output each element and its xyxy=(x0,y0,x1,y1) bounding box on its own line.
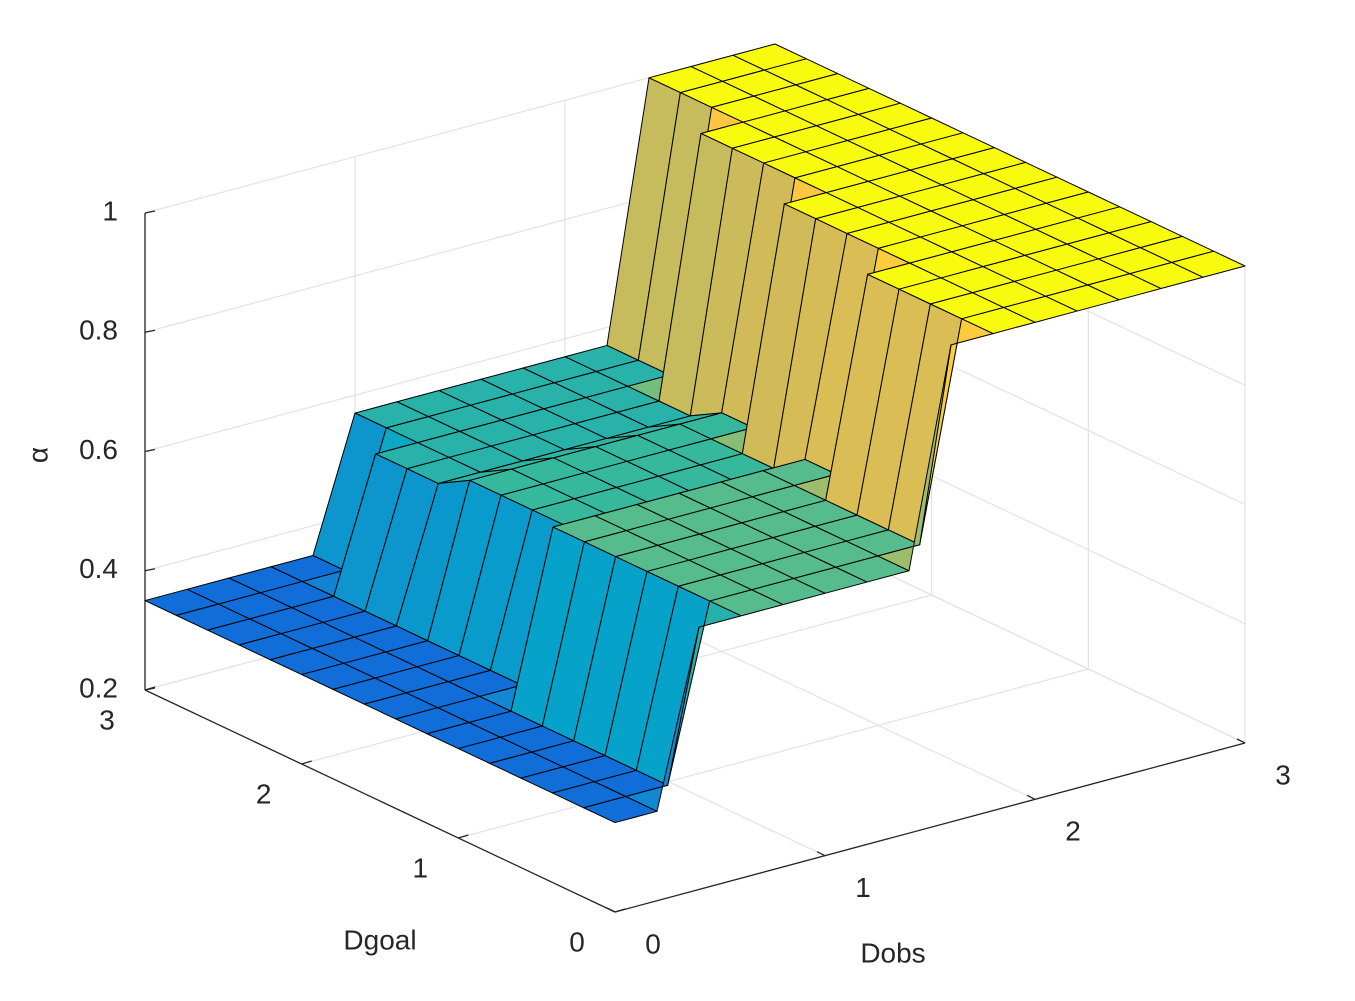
z-tick-label: 0.2 xyxy=(79,672,118,703)
grid-line xyxy=(458,668,1089,839)
y-tick-label: 2 xyxy=(256,778,272,809)
surface-face xyxy=(583,795,658,824)
x-tick-label: 0 xyxy=(645,928,661,959)
z-tick-label: 1 xyxy=(102,195,118,226)
tick-mark xyxy=(144,329,156,333)
tick-mark xyxy=(144,687,156,691)
y-tick-label: 3 xyxy=(99,704,115,735)
z-tick-label: 0.6 xyxy=(79,434,118,465)
axis-line xyxy=(614,742,1246,913)
y-tick-label: 0 xyxy=(569,926,585,957)
y-axis-label: Dgoal xyxy=(343,924,416,955)
tick-mark xyxy=(144,210,156,214)
x-axis-label: Dobs xyxy=(860,937,925,968)
tick-mark xyxy=(1236,738,1246,744)
tick-mark xyxy=(1026,794,1036,800)
tick-mark xyxy=(458,834,469,839)
tick-mark xyxy=(144,448,156,453)
z-tick-label: 0.4 xyxy=(79,553,118,584)
y-tick-label: 1 xyxy=(413,852,429,883)
x-tick-label: 3 xyxy=(1275,759,1291,790)
tick-mark xyxy=(816,851,826,857)
axis-line xyxy=(144,689,616,913)
tick-mark xyxy=(606,907,616,913)
tick-mark xyxy=(614,908,626,913)
z-tick-label: 0.8 xyxy=(79,315,118,346)
x-tick-label: 1 xyxy=(855,872,871,903)
x-tick-label: 2 xyxy=(1065,816,1081,847)
tick-mark xyxy=(144,568,156,572)
z-axis-label: α xyxy=(22,447,53,463)
tick-mark xyxy=(301,760,312,765)
